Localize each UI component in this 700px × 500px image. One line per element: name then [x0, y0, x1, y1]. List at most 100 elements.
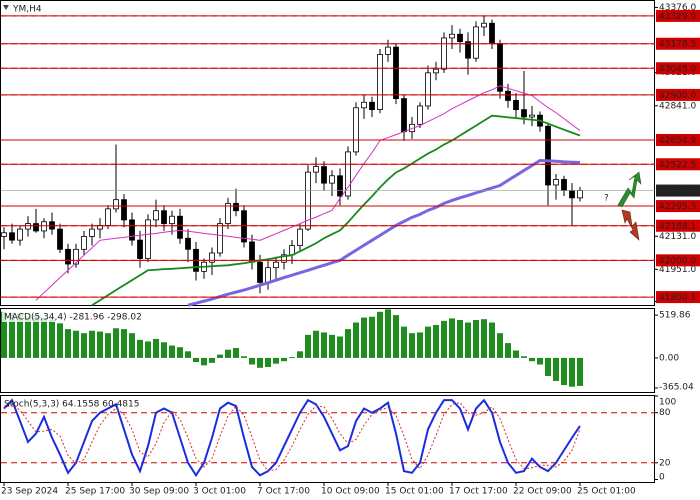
candle-body	[9, 232, 15, 241]
candle-body	[577, 190, 583, 199]
macd-bar	[145, 341, 151, 358]
level-label: 42654.9	[659, 136, 696, 146]
level-box	[656, 9, 700, 22]
level-label: 43329.9	[659, 12, 696, 22]
down-arrow-icon	[621, 209, 640, 241]
stoch-panel	[0, 395, 655, 483]
level-label: 42900.0	[659, 91, 696, 101]
macd-bar	[97, 331, 103, 358]
candle-body	[449, 33, 455, 39]
candle-body	[297, 228, 303, 247]
candle-body	[129, 219, 135, 241]
level-box	[656, 88, 700, 101]
candle-body	[25, 223, 31, 230]
y-tick-label: 42131.0	[659, 232, 696, 242]
x-tick-label: 7 Oct 17:00	[257, 487, 310, 497]
macd-bar	[17, 313, 23, 358]
level-label: 42000.0	[659, 256, 696, 266]
candle-body	[521, 109, 527, 118]
macd-bar	[457, 320, 463, 358]
macd-bar	[153, 338, 159, 358]
candle-body	[473, 26, 479, 59]
candle-body	[401, 98, 407, 133]
macd-bar	[289, 357, 295, 358]
macd-bar	[25, 316, 31, 358]
level-label: 43045.0	[659, 64, 696, 74]
candle-body	[321, 166, 327, 184]
macd-bar	[41, 318, 47, 358]
macd-bar	[489, 322, 495, 358]
macd-bar	[385, 309, 391, 358]
candle-body	[161, 210, 167, 224]
macd-bar	[273, 357, 279, 364]
candle-body	[545, 125, 551, 186]
macd-bar	[225, 349, 231, 358]
candle-body	[425, 72, 431, 107]
macd-bar	[561, 357, 567, 386]
candle-body	[1, 232, 7, 237]
macd-bar	[297, 351, 303, 358]
level-label: 43178.5	[659, 40, 696, 50]
moving-average	[35, 85, 581, 301]
macd-bar	[81, 333, 87, 358]
macd-bar	[185, 351, 191, 358]
panel-title: Stoch(5,3,3) 64.1558 60.4815	[4, 400, 139, 410]
macd-bar	[473, 320, 479, 358]
macd-bar	[521, 356, 527, 358]
y-tick-label: 0.00	[659, 353, 679, 363]
candle-body	[489, 22, 495, 44]
candle-body	[225, 202, 231, 224]
macd-bar	[553, 357, 559, 381]
candle-body	[497, 43, 503, 92]
candle-body	[169, 215, 175, 224]
chart-layer: 43376.043021.042841.042131.041951.041776…	[1, 3, 700, 497]
candle-body	[513, 100, 519, 111]
candle-body	[41, 221, 47, 232]
macd-bar	[1, 311, 7, 358]
moving-average	[91, 114, 581, 306]
candle-body	[377, 54, 383, 111]
candle-body	[177, 215, 183, 239]
macd-bar	[361, 317, 367, 358]
y-tick-label: 80	[659, 408, 671, 418]
macd-bar	[89, 330, 95, 358]
candle-body	[465, 41, 471, 59]
candle-body	[233, 202, 239, 212]
candle-body	[273, 261, 279, 269]
last-price-box	[656, 184, 700, 197]
macd-bar	[441, 320, 447, 358]
candle-body	[553, 179, 559, 186]
candle-body	[417, 105, 423, 125]
macd-bar	[369, 316, 375, 358]
macd-bar	[249, 357, 255, 365]
macd-bar	[281, 357, 287, 362]
title-bg	[2, 310, 152, 322]
y-tick-label: 42841.0	[659, 101, 696, 111]
macd-bar	[425, 326, 431, 358]
macd-bar	[577, 357, 583, 386]
candle-body	[329, 175, 335, 184]
level-box	[656, 62, 700, 75]
macd-bar	[433, 324, 439, 358]
candle-body	[265, 267, 271, 283]
level-label: 41800.1	[659, 293, 696, 303]
level-box	[656, 133, 700, 146]
candle-body	[337, 175, 343, 197]
candle-body	[441, 37, 447, 70]
candle-body	[393, 46, 399, 99]
macd-bar	[9, 312, 15, 358]
macd-bar	[257, 357, 263, 368]
x-tick-label: 25 Oct 01:00	[577, 487, 636, 497]
candle-body	[17, 228, 23, 241]
level-box	[656, 37, 700, 50]
macd-bar	[481, 319, 487, 358]
macd-bar	[449, 318, 455, 358]
candle-body	[113, 199, 119, 210]
macd-bar	[177, 347, 183, 358]
candle-body	[121, 199, 127, 221]
macd-bar	[537, 357, 543, 365]
macd-bar	[49, 320, 55, 358]
macd-bar	[193, 357, 199, 363]
last-price-label: 42379.6	[659, 187, 696, 197]
level-box	[656, 158, 700, 171]
